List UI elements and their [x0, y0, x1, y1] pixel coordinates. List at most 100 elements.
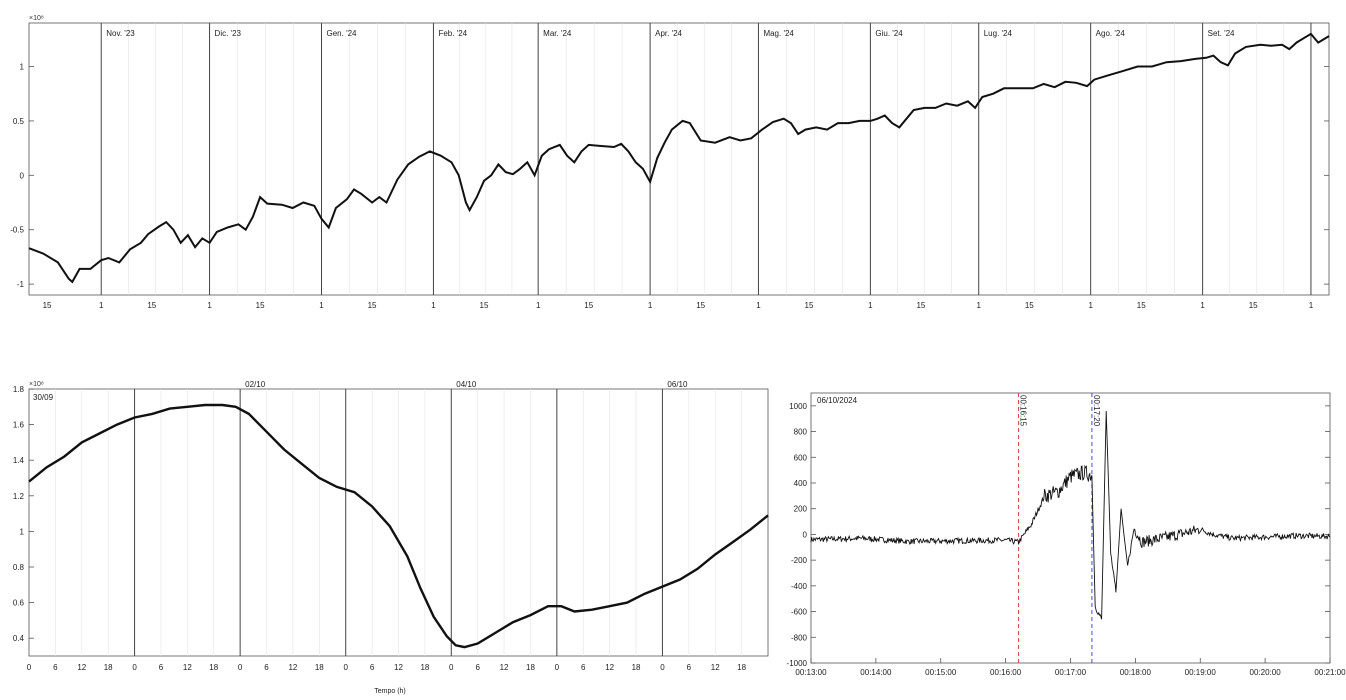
chart3-x-tick-label: 00:13:00 [795, 668, 827, 677]
chart2-x-tick-label: 6 [475, 663, 480, 672]
chart3-y-tick-label: -400 [791, 582, 808, 591]
chart2-x-tick-label: 12 [183, 663, 192, 672]
chart1-month-label: Set. '24 [1208, 29, 1235, 38]
chart2-x-tick-label: 6 [581, 663, 586, 672]
chart2-x-tick-label: 0 [555, 663, 560, 672]
chart2-gridlines [55, 389, 742, 656]
chart1-x-tick-label: 15 [1025, 301, 1034, 310]
chart3-plot-area [810, 392, 1331, 664]
chart1-series-line [28, 32, 1330, 284]
chart1-month-label: Feb. '24 [438, 29, 467, 38]
chart1-x-tick-label: 15 [1249, 301, 1258, 310]
chart2-x-tick-label: 6 [687, 663, 692, 672]
chart1-month-label: Gen. '24 [327, 29, 358, 38]
chart1-x-tick-label: 1 [207, 301, 212, 310]
chart3-x-tick-label: 00:18:00 [1120, 668, 1152, 677]
chart3-x-tick-label: 00:17:00 [1055, 668, 1087, 677]
chart1-y-tick-label: -0.5 [10, 226, 24, 235]
chart2-x-tick-label: 12 [288, 663, 297, 672]
chart2-x-tick-label: 18 [737, 663, 746, 672]
chart2-day-label: 04/10 [456, 380, 477, 389]
chart2-series-line [28, 403, 769, 649]
chart1-x-tick-label: 1 [431, 301, 436, 310]
chart2-x-tick-label: 0 [343, 663, 348, 672]
chart3-annotation: 06/10/2024 [817, 396, 858, 405]
chart1-month-label: Apr. '24 [655, 29, 682, 38]
chart2-x-tick-label: 0 [27, 663, 32, 672]
chart3-x-tick-label: 00:20:00 [1250, 668, 1282, 677]
chart3-y-tick-label: 800 [794, 428, 808, 437]
chart1-x-tick-label: 1 [1200, 301, 1205, 310]
chart2-x-tick-label: 18 [209, 663, 218, 672]
chart3-y-tick-label: 1000 [789, 402, 807, 411]
chart1-y-tick-label: 1 [20, 63, 25, 72]
chart1-x-tick-label: 1 [868, 301, 873, 310]
chart2-x-tick-label: 6 [53, 663, 58, 672]
chart1-x-tick-label: 15 [1137, 301, 1146, 310]
chart2-x-tick-label: 12 [394, 663, 403, 672]
chart2-x-tick-label: 0 [132, 663, 137, 672]
chart2-x-axis-label: Tempo (h) [374, 688, 406, 695]
chart1-x-tick-label: 15 [256, 301, 265, 310]
chart3-y-tick-label: 0 [803, 530, 808, 539]
chart3-marker-label: 00:17:20 [1092, 395, 1101, 427]
chart2-x-tick-label: 0 [449, 663, 454, 672]
chart1-x-tick-label: 1 [976, 301, 981, 310]
chart2-x-tick-label: 12 [500, 663, 509, 672]
chart2-x-tick-label: 18 [104, 663, 113, 672]
chart1-y-tick-label: 0.5 [13, 117, 25, 126]
chart1-x-tick-label: 15 [584, 301, 593, 310]
chart3-marker-label: 00:16:15 [1019, 395, 1028, 427]
chart2-x-tick-label: 12 [77, 663, 86, 672]
chart1-x-tick-label: 15 [368, 301, 377, 310]
chart1-month-label: Nov. '23 [106, 29, 135, 38]
chart2-y-tick-label: 1.4 [13, 456, 25, 465]
chart1-month-label: Mag. '24 [763, 29, 794, 38]
chart2-x-tick-label: 18 [315, 663, 324, 672]
chart3-markers: 00:16:15 00:17:20 [1018, 393, 1101, 663]
chart2-axis-labels: 0 6 12 18 0 6 12 18 0 6 12 18 0 6 12 18 0 6 12 18 0 6 12 18 0 6 12… [13, 380, 747, 672]
chart1-month-label: Ago. '24 [1096, 29, 1126, 38]
chart1-x-tick-label: 15 [805, 301, 814, 310]
chart2-day-label: 06/10 [667, 380, 688, 389]
chart3-x-tick-label: 00:14:00 [860, 668, 892, 677]
chart3-y-tick-label: -1000 [787, 659, 808, 668]
chart1-x-tick-label: 15 [43, 301, 52, 310]
chart2-x-tick-label: 6 [264, 663, 269, 672]
chart1-month-label: Lug. '24 [984, 29, 1013, 38]
chart1-plot-area [28, 22, 1330, 296]
chart2-x-tick-label: 12 [711, 663, 720, 672]
chart1-x-tick-label: 1 [756, 301, 761, 310]
chart3-axis-labels: -1000 -800 -600 -400 -200 0 200 400 600 800 1000 00… [787, 402, 1346, 677]
chart1-month-label: Mar. '24 [543, 29, 572, 38]
chart1-y-multiplier: ×10⁸ [29, 15, 44, 22]
chart2-x-tick-label: 18 [632, 663, 641, 672]
chart3-x-tick-label: 00:16:00 [990, 668, 1022, 677]
chart1-gridlines [100, 23, 1312, 295]
chart1-y-tick-label: -1 [17, 280, 25, 289]
chart1-x-tick-label: 1 [1309, 301, 1314, 310]
chart2-y-tick-label: 1.8 [13, 385, 25, 394]
chart2-y-tick-label: 0.8 [13, 563, 25, 572]
chart1-x-tick-label: 1 [536, 301, 541, 310]
chart2-x-tick-label: 18 [526, 663, 535, 672]
chart2-x-tick-label: 0 [238, 663, 243, 672]
chart1-x-tick-label: 1 [319, 301, 324, 310]
chart2-y-tick-label: 0.4 [13, 634, 25, 643]
chart2-y-tick-label: 1 [20, 527, 25, 536]
chart3-y-tick-label: 600 [794, 453, 808, 462]
chart2-x-tick-label: 6 [159, 663, 164, 672]
chart2-x-tick-label: 6 [370, 663, 375, 672]
chart2-x-tick-label: 12 [605, 663, 614, 672]
chart3-x-tick-label: 00:19:00 [1185, 668, 1217, 677]
chart2-y-multiplier: ×10⁸ [29, 381, 44, 388]
chart1-y-tick-label: 0 [20, 171, 25, 180]
chart1-month-label: Dic. '23 [215, 29, 242, 38]
chart2-x-tick-label: 18 [420, 663, 429, 672]
chart3-y-tick-label: -800 [791, 633, 808, 642]
chart1-x-tick-label: 15 [147, 301, 156, 310]
chart1-axis-labels: Nov. '23 Dic. '23 Gen. '24 Feb. '24 Mar. '24… [10, 29, 1329, 310]
chart2-x-tick-label: 0 [660, 663, 665, 672]
chart1-month-label: Giu. '24 [875, 29, 903, 38]
